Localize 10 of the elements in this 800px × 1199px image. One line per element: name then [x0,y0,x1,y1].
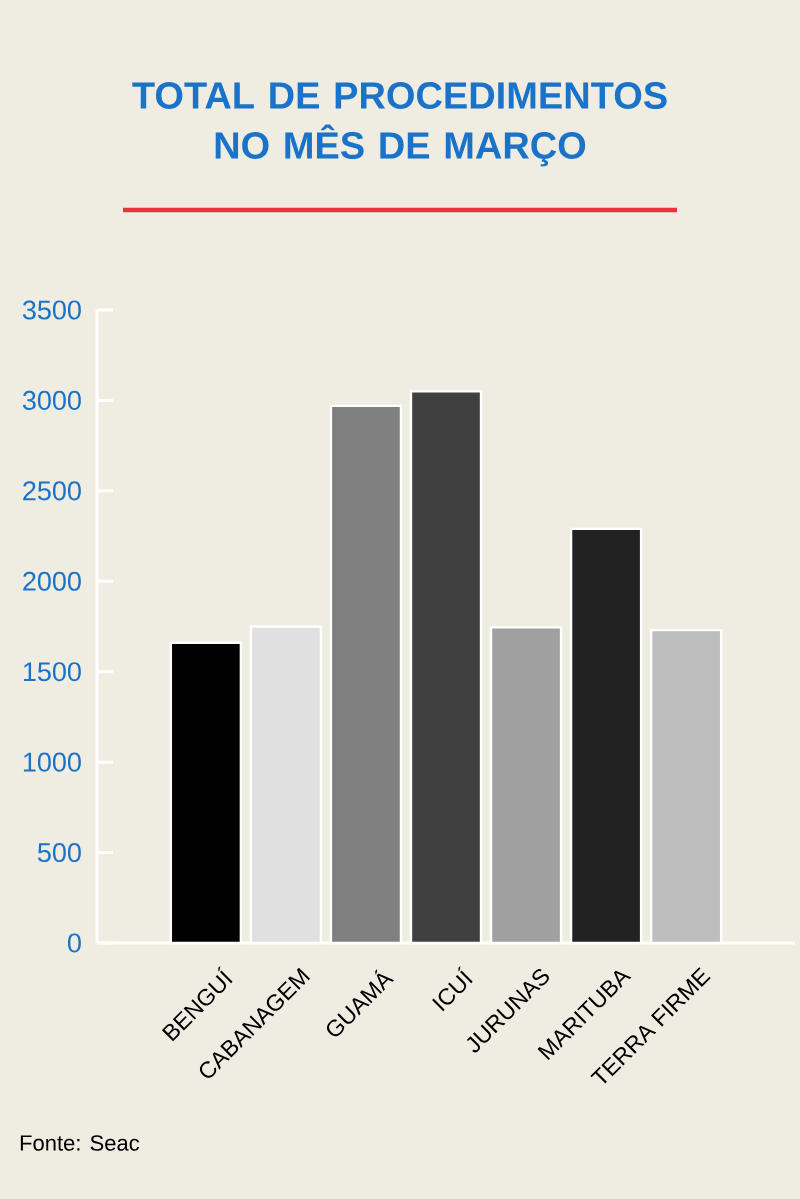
source-note: Fonte: Seac [20,1135,140,1151]
y-tick-label: 1000 [23,752,81,772]
y-tick-label: 3500 [22,300,81,320]
y-tick-label: 3000 [22,390,81,410]
y-tick-label: 2000 [23,571,81,591]
y-tick-label: 0 [67,933,81,953]
y-tick-label: 500 [37,843,81,863]
y-tick-label: 1500 [23,662,81,682]
chart-title: TOTAL DE PROCEDIMENTOS NO MÊS DE MARÇO [132,82,667,167]
y-tick-label: 2500 [23,481,81,501]
